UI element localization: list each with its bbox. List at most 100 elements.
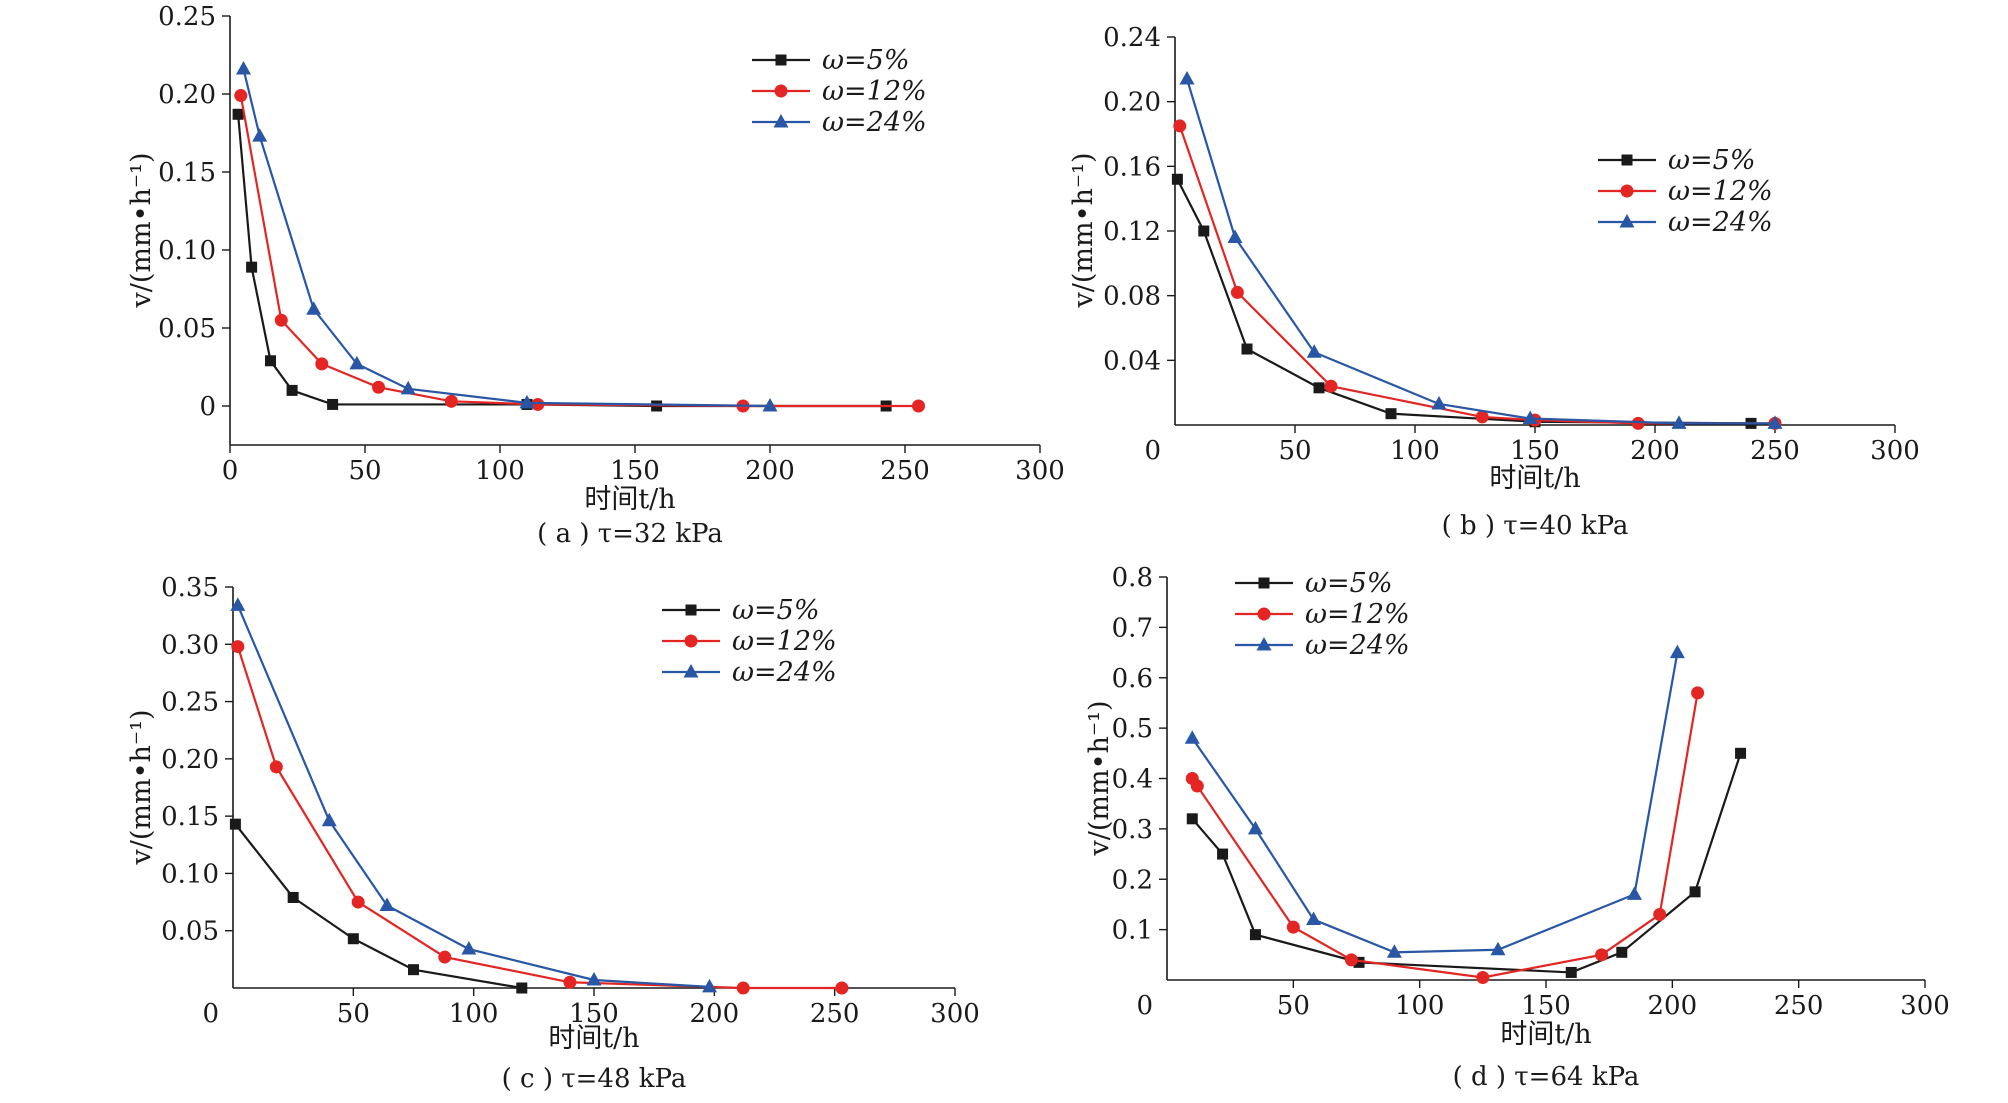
data-point (762, 398, 778, 412)
legend-marker (774, 84, 788, 98)
data-point (702, 978, 718, 993)
x-axis-label: 时间t/h (1500, 1019, 1591, 1050)
x-tick-label: 100 (475, 456, 525, 486)
legend-entry: ω=24% (1235, 630, 1410, 661)
panel-caption: ( c ) τ=48 kPa (502, 1064, 687, 1094)
x-tick-label: 50 (1278, 436, 1311, 466)
series-1 (229, 818, 528, 994)
legend-entry: ω=12% (662, 626, 837, 657)
data-point (349, 355, 365, 370)
y-tick-label: 0.05 (158, 314, 216, 344)
legend-label: ω=12% (822, 76, 927, 107)
y-tick-label: 0.1 (1112, 916, 1153, 946)
x-tick-label: 200 (1648, 991, 1698, 1021)
series-line (242, 68, 771, 408)
legend-marker (1620, 184, 1634, 198)
data-point (1490, 941, 1506, 956)
data-point (1626, 886, 1642, 900)
data-point (1227, 229, 1243, 243)
x-tick-label: 300 (1015, 456, 1065, 486)
data-point (1522, 410, 1538, 425)
y-tick-label: 0.20 (158, 80, 216, 110)
data-point (351, 895, 365, 909)
data-point (400, 380, 416, 395)
y-axis-label: v/(mm•h⁻¹) (1084, 700, 1115, 856)
y-tick-label: 0.6 (1112, 664, 1153, 694)
x-tick-label: 0 (222, 456, 239, 486)
panel-caption: ( b ) τ=40 kPa (1442, 511, 1629, 541)
legend-marker (1256, 637, 1272, 651)
legend-entry: ω=12% (752, 76, 927, 107)
legend-entry: ω=24% (662, 657, 837, 688)
x-tick-label: 300 (1900, 991, 1950, 1021)
x-tick-label: 100 (449, 999, 499, 1029)
data-point (246, 261, 258, 273)
y-tick-label: 0.24 (1103, 23, 1161, 53)
x-tick-label: 250 (880, 456, 930, 486)
data-point (236, 61, 251, 75)
x-tick-label: 250 (1750, 436, 1800, 466)
y-tick-label: 0.15 (158, 158, 216, 188)
series-line (1191, 752, 1742, 974)
data-point (835, 981, 849, 995)
x-tick-label: 250 (1774, 991, 1824, 1021)
data-point (286, 384, 298, 396)
data-point (912, 399, 925, 413)
legend-marker (775, 54, 787, 66)
legend-entry: ω=5% (752, 45, 909, 76)
y-tick-label: 0 (199, 392, 216, 422)
legend-entry: ω=12% (1235, 599, 1410, 630)
x-tick-label: 150 (610, 456, 660, 486)
data-point (1184, 730, 1200, 744)
y-tick-label: 0.20 (161, 745, 219, 775)
legend-label: ω=24% (1305, 630, 1410, 661)
legend-label: ω=5% (732, 595, 819, 626)
data-point (1691, 686, 1705, 700)
y-tick-label: 0.15 (161, 802, 219, 832)
x-tick-label: 300 (1870, 436, 1920, 466)
legend-entry: ω=24% (1598, 207, 1773, 238)
origin-tick-label: 0 (1136, 991, 1153, 1021)
legend-label: ω=12% (1305, 599, 1410, 630)
data-point (1324, 379, 1338, 393)
data-point (347, 933, 359, 945)
data-point (461, 941, 477, 955)
data-point (265, 355, 276, 367)
x-axis-label: 时间t/h (584, 484, 675, 515)
data-point (1767, 415, 1783, 429)
data-point (1171, 173, 1183, 185)
data-point (736, 981, 750, 995)
y-tick-label: 0.4 (1112, 765, 1153, 795)
legend-label: ω=5% (822, 45, 909, 76)
data-point (444, 394, 458, 408)
y-tick-label: 0.25 (161, 688, 219, 718)
x-tick-label: 50 (337, 999, 370, 1029)
y-tick-label: 0.10 (158, 236, 216, 266)
series-3 (236, 61, 778, 412)
legend-label: ω=24% (822, 107, 927, 138)
data-point (231, 640, 245, 654)
data-point (1286, 920, 1300, 934)
panel-caption: ( a ) τ=32 kPa (537, 519, 723, 549)
x-tick-label: 150 (1521, 991, 1571, 1021)
legend-entry: ω=5% (662, 595, 819, 626)
data-point (327, 398, 339, 410)
origin-tick-label: 0 (1144, 436, 1161, 466)
y-tick-label: 0.20 (1103, 88, 1161, 118)
x-tick-label: 150 (1510, 436, 1560, 466)
data-point (586, 971, 602, 986)
legend-entry: ω=5% (1598, 145, 1755, 176)
series-3 (230, 597, 718, 993)
y-tick-label: 0.7 (1112, 613, 1153, 643)
data-point (1616, 946, 1628, 958)
x-axis-label: 时间t/h (1489, 463, 1580, 494)
x-tick-label: 200 (1630, 436, 1680, 466)
data-point (1735, 747, 1747, 759)
data-point (1198, 225, 1210, 237)
data-point (1669, 644, 1685, 659)
x-tick-label: 50 (1277, 991, 1310, 1021)
data-point (234, 89, 248, 103)
data-point (1431, 395, 1447, 410)
series-2 (231, 640, 849, 995)
data-point (1565, 966, 1577, 978)
